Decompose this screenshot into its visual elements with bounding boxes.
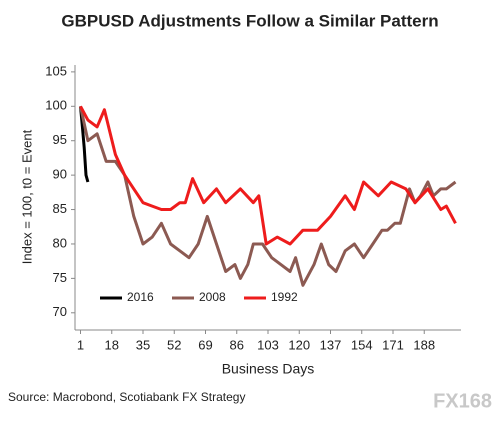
legend-label: 2016 xyxy=(127,290,154,304)
x-tick-label: 1 xyxy=(77,337,84,352)
y-tick-label: 70 xyxy=(53,304,67,319)
y-tick-label: 75 xyxy=(53,270,67,285)
x-tick-label: 137 xyxy=(320,337,342,352)
x-tick-label: 188 xyxy=(413,337,435,352)
x-tick-label: 18 xyxy=(105,337,119,352)
line-series xyxy=(79,106,90,183)
source: Source: Macrobond, Scotiabank FX Strateg… xyxy=(8,390,245,404)
y-tick-label: 85 xyxy=(53,201,67,216)
x-tick-label: 69 xyxy=(198,337,212,352)
x-tick-label: 103 xyxy=(257,337,279,352)
x-tick-label: 120 xyxy=(288,337,310,352)
legend-label: 1992 xyxy=(271,290,298,304)
y-tick-label: 105 xyxy=(45,63,67,78)
y-tick-label: 90 xyxy=(53,167,67,182)
y-tick-label: 100 xyxy=(45,98,67,113)
line-series xyxy=(79,105,457,246)
x-tick-label: 171 xyxy=(382,337,404,352)
x-axis-label: Business Days xyxy=(222,361,315,377)
chart-title: GBPUSD Adjustments Follow a Similar Patt… xyxy=(61,11,438,30)
y-tick-label: 95 xyxy=(53,132,67,147)
legend-label: 2008 xyxy=(199,290,226,304)
x-tick-label: 52 xyxy=(167,337,181,352)
watermark: FX168 xyxy=(433,390,492,412)
line-series xyxy=(79,105,457,287)
x-tick-label: 154 xyxy=(351,337,373,352)
x-tick-label: 86 xyxy=(230,337,244,352)
y-axis-label: Index = 100, t0 = Event xyxy=(19,129,34,264)
y-tick-label: 80 xyxy=(53,235,67,250)
x-tick-label: 35 xyxy=(136,337,150,352)
